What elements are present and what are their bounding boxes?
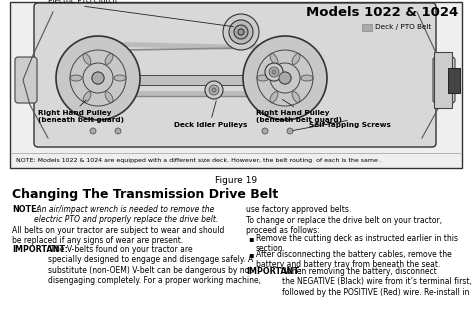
Circle shape bbox=[279, 72, 291, 84]
Circle shape bbox=[115, 128, 121, 134]
Text: ▪: ▪ bbox=[248, 250, 254, 259]
Ellipse shape bbox=[83, 54, 91, 64]
Bar bbox=[135, 75, 248, 85]
Bar bbox=[448, 68, 460, 93]
Ellipse shape bbox=[292, 54, 300, 64]
Text: Figure 19: Figure 19 bbox=[215, 176, 257, 185]
Text: Changing The Transmission Drive Belt: Changing The Transmission Drive Belt bbox=[12, 188, 278, 201]
Text: Deck / PTO Belt: Deck / PTO Belt bbox=[375, 24, 431, 30]
Ellipse shape bbox=[83, 92, 91, 102]
Ellipse shape bbox=[257, 75, 269, 81]
Text: After disconnecting the battery cables, remove the
battery and battery tray from: After disconnecting the battery cables, … bbox=[256, 250, 452, 269]
Text: All belts on your tractor are subject to wear and should
be replaced if any sign: All belts on your tractor are subject to… bbox=[12, 226, 224, 245]
Circle shape bbox=[56, 36, 140, 120]
Text: use factory approved belts.: use factory approved belts. bbox=[246, 205, 351, 214]
Ellipse shape bbox=[105, 92, 113, 102]
Text: IMPORTANT:: IMPORTANT: bbox=[246, 267, 302, 276]
Text: To change or replace the drive belt on your tractor,
proceed as follows:: To change or replace the drive belt on y… bbox=[246, 216, 442, 235]
Text: Right Hand Pulley
(beneath belt guard): Right Hand Pulley (beneath belt guard) bbox=[256, 110, 342, 123]
Ellipse shape bbox=[270, 54, 278, 64]
Text: NOTE:: NOTE: bbox=[12, 205, 40, 214]
Ellipse shape bbox=[292, 92, 300, 102]
Text: NOTE: Models 1022 & 1024 are equipped with a different size deck. However, the b: NOTE: Models 1022 & 1024 are equipped wi… bbox=[16, 158, 382, 163]
Circle shape bbox=[209, 85, 219, 95]
Text: Models 1022 & 1024: Models 1022 & 1024 bbox=[306, 6, 458, 19]
Text: Remove the cutting deck as instructed earlier in this
section.: Remove the cutting deck as instructed ea… bbox=[256, 234, 458, 254]
Ellipse shape bbox=[301, 75, 313, 81]
FancyBboxPatch shape bbox=[34, 3, 436, 147]
Ellipse shape bbox=[114, 75, 126, 81]
Text: An air/impact wrench is needed to remove the
electric PTO and properly replace t: An air/impact wrench is needed to remove… bbox=[34, 205, 218, 224]
Ellipse shape bbox=[105, 54, 113, 64]
Bar bbox=[10, 2, 462, 168]
Text: Electric PTO Clutch: Electric PTO Clutch bbox=[47, 0, 117, 4]
Text: Self-Tapping Screws: Self-Tapping Screws bbox=[309, 122, 391, 128]
Circle shape bbox=[269, 67, 279, 77]
Circle shape bbox=[234, 25, 248, 39]
Circle shape bbox=[265, 63, 283, 81]
Circle shape bbox=[92, 72, 104, 84]
FancyBboxPatch shape bbox=[15, 57, 37, 103]
Circle shape bbox=[212, 88, 216, 92]
Circle shape bbox=[243, 36, 327, 120]
Text: Right Hand Pulley
(beneath belt guard): Right Hand Pulley (beneath belt guard) bbox=[38, 110, 124, 123]
FancyBboxPatch shape bbox=[433, 57, 455, 103]
Circle shape bbox=[238, 29, 244, 35]
Ellipse shape bbox=[270, 92, 278, 102]
Text: Deck Idler Pulleys: Deck Idler Pulleys bbox=[174, 122, 248, 128]
Circle shape bbox=[90, 128, 96, 134]
Circle shape bbox=[287, 128, 293, 134]
Text: IMPORTANT:: IMPORTANT: bbox=[12, 245, 68, 254]
Text: The V-belts found on your tractor are
specially designed to engage and disengage: The V-belts found on your tractor are sp… bbox=[48, 245, 261, 285]
Circle shape bbox=[272, 70, 276, 74]
Bar bbox=[434, 52, 452, 108]
Circle shape bbox=[205, 81, 223, 99]
Text: When removing the battery, disconnect
the NEGATIVE (Black) wire from it’s termin: When removing the battery, disconnect th… bbox=[282, 267, 472, 297]
Circle shape bbox=[262, 128, 268, 134]
Ellipse shape bbox=[70, 75, 82, 81]
Bar bbox=[362, 24, 372, 31]
Text: ▪: ▪ bbox=[248, 234, 254, 243]
Circle shape bbox=[229, 20, 253, 44]
Circle shape bbox=[223, 14, 259, 50]
